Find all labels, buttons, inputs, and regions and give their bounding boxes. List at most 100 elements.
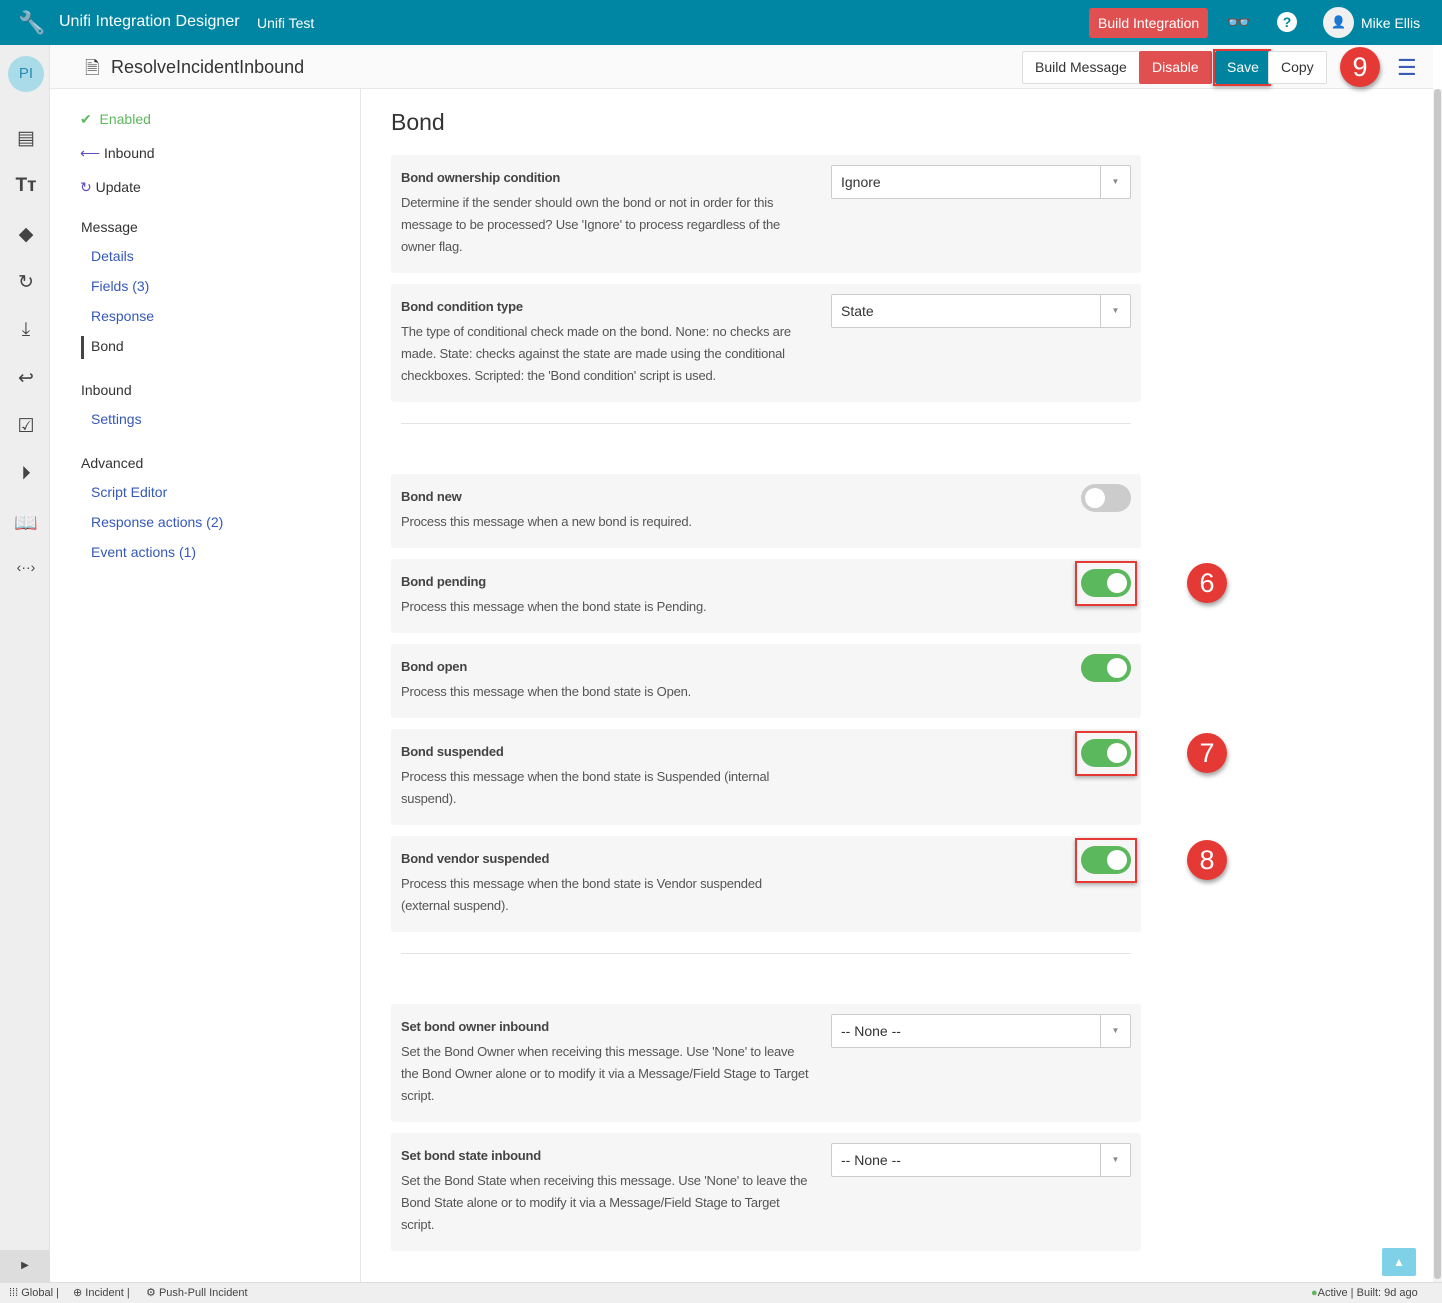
direction-icon[interactable]: ◆: [18, 224, 34, 245]
nav-section-message: Message: [81, 219, 138, 235]
document-icon: 🗎: [85, 58, 100, 78]
bond-ownership-condition-row: Bond ownership condition Determine if th…: [391, 155, 1141, 273]
nav-item-details[interactable]: Details: [91, 248, 134, 264]
field-label: Bond vendor suspended: [401, 851, 550, 866]
nav-item-event-actions[interactable]: Event actions (1): [91, 544, 197, 560]
chevron-down-icon: ▼: [1100, 1015, 1130, 1047]
field-description: Set the Bond Owner when receiving this m…: [401, 1044, 809, 1103]
icon-rail: PI ▤ Tт ◆ ↻ ⤓ ↩ ☑ ⏵ 📖 ‹··› ▶: [0, 45, 50, 1282]
bond-open-row: Bond open Process this message when the …: [391, 644, 1141, 718]
bond-pending-toggle[interactable]: [1081, 569, 1131, 597]
save-button[interactable]: Save: [1215, 51, 1271, 84]
wrench-icon: 🔧: [18, 10, 46, 35]
select-value: -- None --: [841, 1023, 901, 1039]
toggle-highlight: [1075, 838, 1137, 883]
play-icon[interactable]: ⏵: [21, 463, 31, 484]
side-nav: ✔ Enabled ⟵ Inbound ↻ Update Message Det…: [50, 89, 361, 1282]
select-value: Ignore: [841, 174, 881, 190]
nav-section-inbound: Inbound: [81, 382, 132, 398]
build-message-button[interactable]: Build Message: [1022, 51, 1140, 84]
field-label: Bond ownership condition: [401, 170, 561, 185]
scroll-to-top-button[interactable]: ▲: [1382, 1248, 1416, 1276]
status-bar: ⁞⁞⁞ Global | ⊕ Incident | ⚙ Push-Pull In…: [0, 1282, 1442, 1303]
annotation-badge-6: 6: [1187, 563, 1227, 603]
bond-ownership-condition-select[interactable]: Ignore ▼: [831, 165, 1131, 199]
nav-item-response-actions[interactable]: Response actions (2): [91, 514, 224, 530]
expand-rail-button[interactable]: ▶: [0, 1250, 50, 1282]
direction-inbound: ⟵ Inbound: [80, 145, 155, 161]
nav-item-fields[interactable]: Fields (3): [91, 278, 150, 294]
field-label: Bond condition type: [401, 299, 523, 314]
status-dot-icon: ●: [1311, 1287, 1318, 1299]
refresh-icon: ↻: [80, 179, 92, 195]
bond-vendor-suspended-toggle[interactable]: [1081, 846, 1131, 874]
process-item[interactable]: ⚙ Push-Pull Incident: [146, 1287, 248, 1299]
field-description: Process this message when the bond state…: [401, 769, 770, 806]
help-icon[interactable]: ?: [1277, 12, 1297, 32]
field-description: Set the Bond State when receiving this m…: [401, 1173, 808, 1232]
document-icon[interactable]: ▤: [17, 128, 35, 149]
globe-icon: ⊕: [73, 1287, 83, 1299]
set-bond-owner-inbound-select[interactable]: -- None -- ▼: [831, 1014, 1131, 1048]
glasses-icon[interactable]: 👓: [1226, 12, 1251, 34]
bond-condition-type-row: Bond condition type The type of conditio…: [391, 284, 1141, 402]
chevron-down-icon: ▼: [1100, 1144, 1130, 1176]
check-icon: ✔: [80, 111, 92, 127]
select-value: State: [841, 303, 874, 319]
book-icon[interactable]: 📖: [14, 513, 38, 534]
page-header: 🗎 ResolveIncidentInbound Build Message D…: [50, 45, 1433, 89]
field-label: Bond open: [401, 659, 468, 674]
menu-icon[interactable]: ☰: [1397, 55, 1417, 80]
grid-icon: ⁞⁞⁞: [9, 1287, 19, 1299]
reply-icon[interactable]: ↩: [18, 368, 34, 389]
disable-button[interactable]: Disable: [1139, 51, 1212, 84]
select-value: -- None --: [841, 1152, 901, 1168]
code-icon[interactable]: ‹··›: [16, 559, 36, 575]
table-item[interactable]: ⊕ Incident |: [73, 1287, 130, 1299]
field-label: Set bond state inbound: [401, 1148, 542, 1163]
gear-icon: ⚙: [146, 1287, 156, 1299]
instance-name: Unifi Test: [257, 15, 315, 31]
page-title: ResolveIncidentInbound: [111, 57, 305, 77]
history-icon[interactable]: ↻: [18, 272, 34, 293]
avatar[interactable]: 👤: [1323, 7, 1354, 38]
save-highlight: [1213, 49, 1271, 86]
process-initials[interactable]: PI: [8, 56, 44, 92]
field-label: Bond new: [401, 489, 462, 504]
field-label: Set bond owner inbound: [401, 1019, 549, 1034]
field-description: Process this message when the bond state…: [401, 599, 707, 614]
copy-button[interactable]: Copy: [1268, 51, 1327, 84]
download-icon[interactable]: ⤓: [21, 319, 31, 340]
build-integration-button[interactable]: Build Integration: [1089, 8, 1209, 38]
toggle-highlight: [1075, 731, 1137, 776]
nav-item-response[interactable]: Response: [91, 308, 155, 324]
set-bond-state-inbound-select[interactable]: -- None -- ▼: [831, 1143, 1131, 1177]
scrollbar[interactable]: [1433, 89, 1442, 1282]
text-icon[interactable]: Tт: [15, 175, 37, 196]
scope-item[interactable]: ⁞⁞⁞ Global |: [9, 1287, 59, 1299]
divider: [401, 953, 1131, 954]
user-name[interactable]: Mike Ellis: [1361, 15, 1421, 31]
divider: [401, 423, 1131, 424]
field-label: Bond pending: [401, 574, 486, 589]
bond-open-toggle[interactable]: [1081, 654, 1131, 682]
chevron-down-icon: ▼: [1100, 166, 1130, 198]
nav-item-script-editor[interactable]: Script Editor: [91, 484, 168, 500]
active-status: ●Active | Built: 9d ago: [1311, 1287, 1418, 1299]
field-description: Determine if the sender should own the b…: [401, 195, 781, 254]
set-bond-state-inbound-row: Set bond state inbound Set the Bond Stat…: [391, 1133, 1141, 1251]
field-description: The type of conditional check made on th…: [401, 324, 791, 383]
field-description: Process this message when the bond state…: [401, 684, 692, 699]
bond-pending-row: Bond pending Process this message when t…: [391, 559, 1141, 633]
annotation-badge-9: 9: [1340, 47, 1380, 87]
app-title[interactable]: Unifi Integration Designer: [59, 13, 240, 30]
nav-item-bond[interactable]: Bond: [91, 338, 124, 354]
bond-new-toggle[interactable]: [1081, 484, 1131, 512]
clipboard-check-icon[interactable]: ☑: [17, 416, 35, 437]
bond-suspended-toggle[interactable]: [1081, 739, 1131, 767]
top-bar: 🔧 Unifi Integration Designer Unifi Test …: [0, 0, 1442, 45]
chevron-down-icon: ▼: [1100, 295, 1130, 327]
bond-condition-type-select[interactable]: State ▼: [831, 294, 1131, 328]
nav-item-settings[interactable]: Settings: [91, 411, 142, 427]
active-indicator: [81, 336, 84, 359]
